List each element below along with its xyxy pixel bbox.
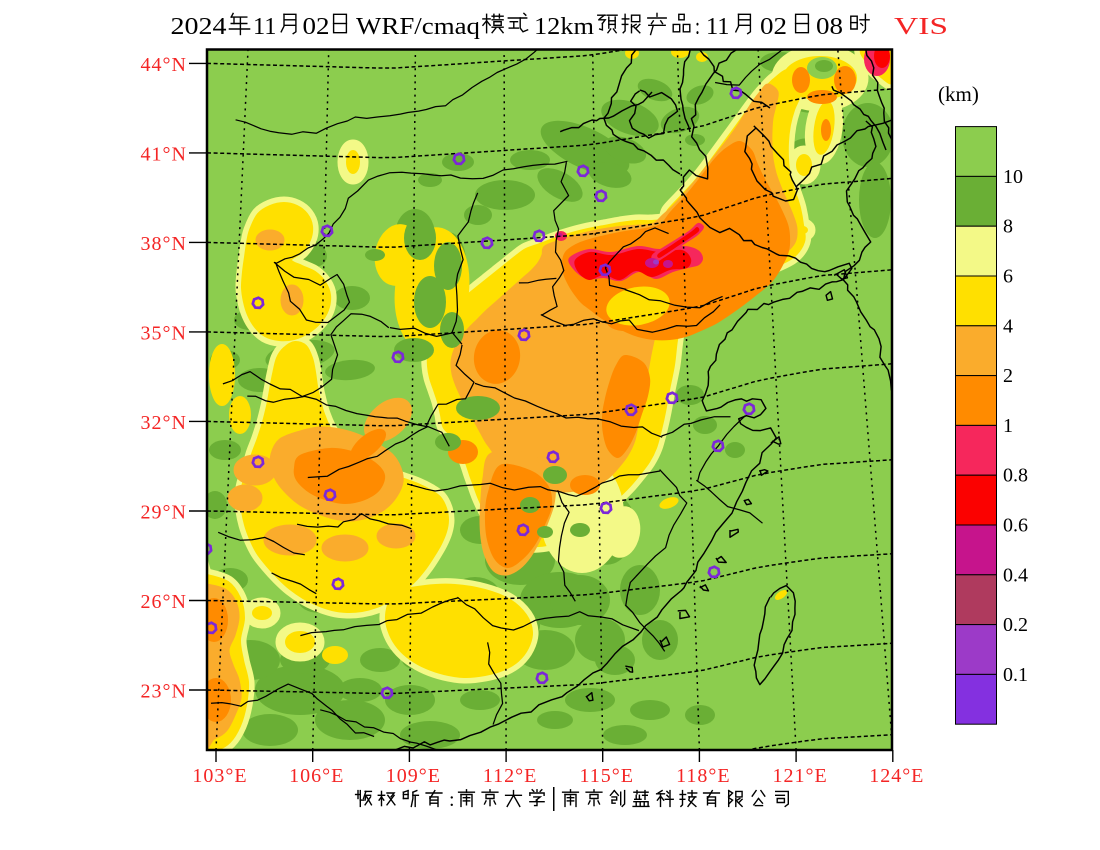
svg-text:118°E: 118°E <box>676 765 730 787</box>
svg-text:0.2: 0.2 <box>1003 614 1028 636</box>
svg-text:103°E: 103°E <box>192 765 247 787</box>
svg-text:29°N: 29°N <box>141 502 187 524</box>
svg-text:0.1: 0.1 <box>1003 664 1028 686</box>
svg-text:1: 1 <box>1003 415 1013 437</box>
svg-text:0.4: 0.4 <box>1003 564 1028 586</box>
svg-text:106°E: 106°E <box>289 765 344 787</box>
svg-text:115°E: 115°E <box>579 765 633 787</box>
svg-text:44°N: 44°N <box>141 54 187 76</box>
svg-text:121°E: 121°E <box>772 765 827 787</box>
svg-text::: : <box>449 789 455 811</box>
svg-text:109°E: 109°E <box>386 765 441 787</box>
svg-text:6: 6 <box>1003 266 1013 288</box>
svg-text:32°N: 32°N <box>141 412 187 434</box>
svg-text:23°N: 23°N <box>141 681 187 703</box>
svg-text:0.8: 0.8 <box>1003 465 1028 487</box>
svg-text:0.6: 0.6 <box>1003 515 1028 537</box>
svg-text:WRF/cmaq: WRF/cmaq <box>356 14 480 40</box>
svg-text:41°N: 41°N <box>141 143 187 165</box>
svg-text:11: 11 <box>253 14 277 40</box>
svg-text:2: 2 <box>1003 365 1013 387</box>
svg-text:124°E: 124°E <box>869 765 924 787</box>
svg-text:11: 11 <box>706 14 730 40</box>
svg-text:02: 02 <box>303 14 330 40</box>
svg-text:4: 4 <box>1003 315 1013 337</box>
svg-text:10: 10 <box>1003 166 1023 188</box>
svg-text:38°N: 38°N <box>141 233 187 255</box>
svg-text:112°E: 112°E <box>483 765 537 787</box>
svg-text:08: 08 <box>816 14 843 40</box>
svg-text:35°N: 35°N <box>141 322 187 344</box>
svg-text:02: 02 <box>760 14 787 40</box>
svg-text:12km: 12km <box>534 14 594 40</box>
svg-text:26°N: 26°N <box>141 591 187 613</box>
svg-text:(km): (km) <box>938 82 979 106</box>
svg-text:8: 8 <box>1003 216 1013 238</box>
svg-text::: : <box>695 14 700 40</box>
svg-text:VIS: VIS <box>894 14 948 40</box>
svg-text:2024: 2024 <box>171 14 227 40</box>
